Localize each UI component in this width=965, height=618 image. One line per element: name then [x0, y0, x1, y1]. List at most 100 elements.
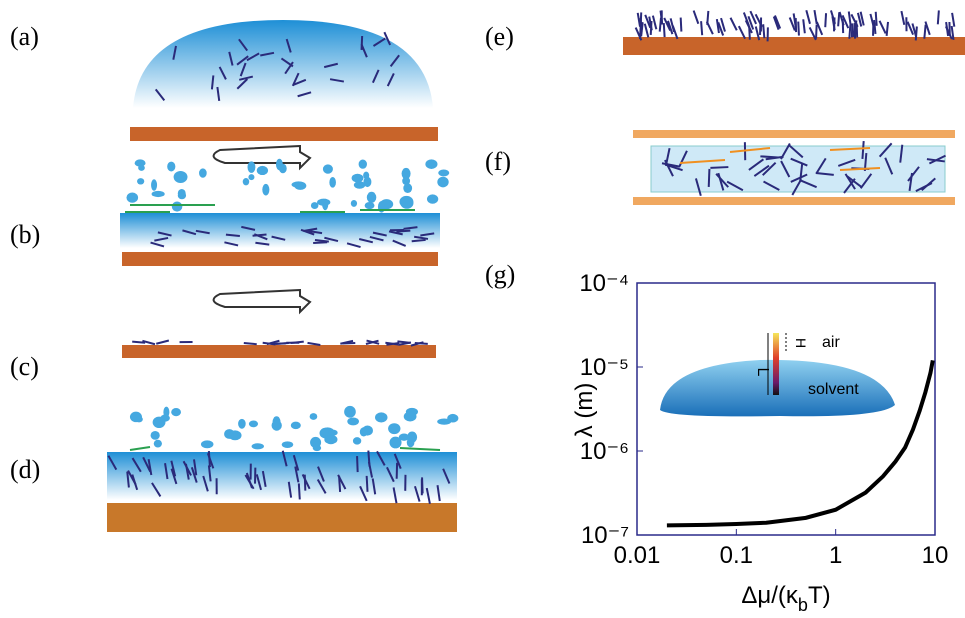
- schematics: [107, 10, 965, 532]
- panel-label: (c): [10, 352, 39, 381]
- droplet: [438, 169, 449, 176]
- rod: [739, 26, 745, 39]
- rod: [952, 13, 954, 27]
- droplet: [167, 162, 175, 172]
- rod: [226, 235, 240, 236]
- x-tick-label: 10: [922, 542, 949, 569]
- panel-label: (f): [485, 147, 511, 176]
- droplet: [174, 171, 188, 183]
- droplet: [404, 412, 417, 422]
- rod: [651, 21, 652, 35]
- color-bar: [773, 333, 779, 395]
- panel-label: (b): [10, 220, 40, 249]
- droplet: [375, 412, 387, 422]
- inset-label: air: [822, 334, 840, 351]
- droplet: [324, 435, 337, 444]
- chart: air solvent H L 0.010.111010⁻⁷10⁻⁶10⁻⁵10…: [571, 270, 948, 615]
- rod: [299, 483, 300, 499]
- rod: [816, 25, 817, 39]
- y-tick-label: 10⁻⁵: [580, 354, 629, 381]
- x-axis-label-part: b: [798, 595, 808, 615]
- x-tick-label: 0.1: [720, 542, 753, 569]
- rod: [641, 12, 642, 26]
- droplet: [151, 431, 160, 440]
- rotation-arrow: [214, 146, 310, 168]
- rod: [749, 26, 750, 40]
- droplet: [291, 422, 301, 429]
- droplet: [329, 177, 336, 188]
- droplet: [317, 199, 330, 206]
- droplet: [352, 174, 364, 183]
- droplet: [178, 189, 186, 198]
- rod: [862, 141, 863, 159]
- rod: [803, 19, 805, 33]
- rod: [707, 11, 708, 25]
- y-axis-label: λ (m): [571, 383, 598, 438]
- droplet: [229, 430, 242, 440]
- rod: [253, 234, 267, 235]
- flow-arrow: [130, 447, 150, 450]
- rod: [817, 22, 822, 35]
- x-tick-label: 1: [829, 542, 842, 569]
- rod: [357, 456, 358, 472]
- droplet: [138, 165, 145, 171]
- droplet: [362, 426, 373, 436]
- inset-label: H: [793, 338, 809, 348]
- droplet: [257, 166, 268, 175]
- y-tick-label: 10⁻⁶: [580, 438, 629, 465]
- rod: [681, 18, 682, 32]
- x-axis-label-part: Δμ/(κ: [741, 582, 799, 609]
- rod: [701, 21, 702, 35]
- droplet: [363, 177, 371, 187]
- droplet: [152, 191, 165, 197]
- rotation-arrow: [214, 290, 310, 312]
- droplet: [133, 20, 433, 108]
- droplet: [135, 416, 143, 422]
- droplet: [427, 194, 438, 203]
- droplet: [347, 417, 359, 425]
- droplet: [328, 430, 338, 436]
- rod: [880, 21, 886, 34]
- rod: [415, 343, 428, 344]
- substrate: [122, 252, 438, 266]
- rod: [362, 36, 363, 50]
- panel-label: (e): [485, 22, 514, 51]
- droplet: [248, 161, 256, 173]
- droplet: [249, 421, 258, 428]
- rod: [313, 242, 327, 243]
- rod: [901, 11, 904, 25]
- substrate: [107, 503, 457, 532]
- droplet: [199, 168, 207, 177]
- rod: [825, 13, 826, 27]
- rod: [763, 24, 764, 38]
- rod: [660, 18, 661, 32]
- rod: [368, 451, 369, 467]
- rod: [308, 343, 321, 345]
- droplet: [403, 183, 412, 193]
- droplet: [248, 174, 254, 180]
- droplet: [279, 164, 287, 174]
- rod: [209, 451, 210, 467]
- droplet: [243, 178, 249, 185]
- rod: [806, 10, 810, 24]
- rod: [924, 25, 925, 39]
- rod: [640, 25, 641, 39]
- substrate: [122, 345, 436, 358]
- inset-label: L: [754, 368, 771, 377]
- droplet: [282, 441, 293, 448]
- droplet: [292, 181, 306, 187]
- droplet: [367, 192, 376, 203]
- y-tick-label: 10⁻⁷: [581, 522, 629, 549]
- droplet: [351, 200, 357, 207]
- droplet: [252, 443, 264, 449]
- plate: [633, 197, 955, 205]
- rod: [938, 10, 939, 24]
- flow-arrow: [400, 448, 440, 450]
- droplet: [238, 419, 246, 429]
- rod: [156, 341, 169, 344]
- droplet: [151, 179, 157, 190]
- x-axis-label-part: T): [808, 582, 831, 609]
- droplet: [399, 196, 413, 208]
- rod: [244, 343, 257, 344]
- droplet: [344, 406, 356, 418]
